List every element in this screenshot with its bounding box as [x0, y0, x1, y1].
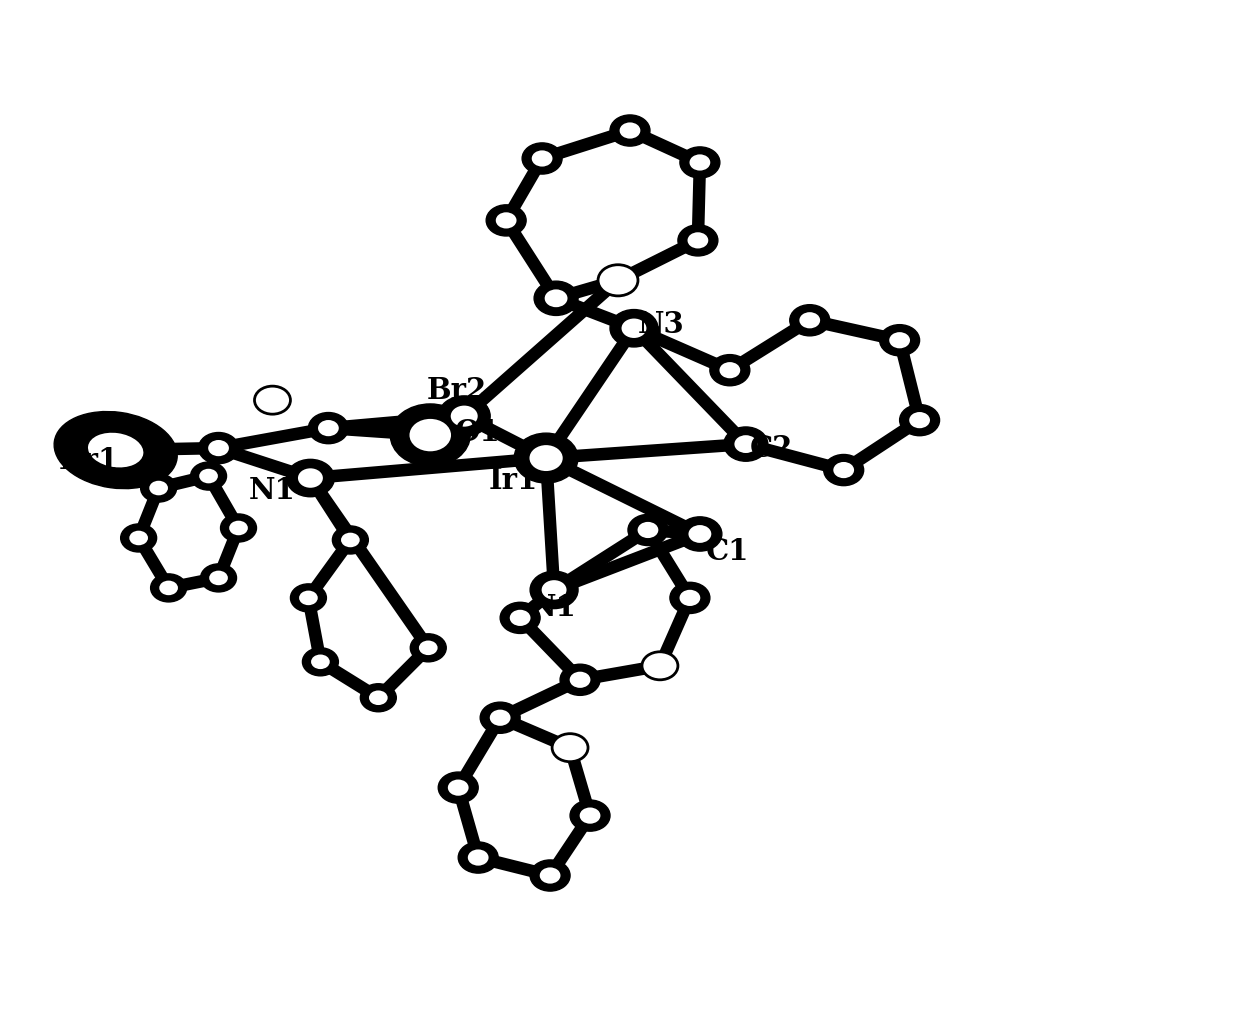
Ellipse shape — [198, 432, 238, 464]
Ellipse shape — [140, 474, 176, 502]
Ellipse shape — [879, 325, 920, 356]
Ellipse shape — [790, 305, 830, 335]
Ellipse shape — [311, 654, 330, 669]
Ellipse shape — [734, 435, 758, 453]
Ellipse shape — [438, 396, 490, 436]
Ellipse shape — [833, 462, 854, 478]
Ellipse shape — [620, 122, 640, 139]
Ellipse shape — [539, 867, 560, 884]
Ellipse shape — [450, 405, 477, 427]
Ellipse shape — [510, 610, 531, 626]
Ellipse shape — [290, 583, 326, 612]
Ellipse shape — [515, 433, 578, 483]
Ellipse shape — [480, 702, 520, 734]
Ellipse shape — [642, 651, 678, 680]
Ellipse shape — [500, 602, 541, 634]
Text: O1: O1 — [455, 418, 501, 447]
Ellipse shape — [531, 860, 570, 891]
Ellipse shape — [496, 212, 517, 228]
Ellipse shape — [610, 310, 658, 347]
Text: C1: C1 — [706, 537, 749, 566]
Text: Br2: Br2 — [427, 376, 486, 404]
Ellipse shape — [909, 412, 930, 428]
Ellipse shape — [490, 710, 511, 725]
Ellipse shape — [317, 420, 339, 436]
Ellipse shape — [579, 808, 600, 823]
Text: N3: N3 — [637, 310, 684, 339]
Ellipse shape — [522, 143, 562, 174]
Ellipse shape — [544, 289, 568, 308]
Ellipse shape — [542, 580, 567, 600]
Ellipse shape — [55, 412, 177, 489]
Ellipse shape — [120, 524, 156, 552]
Ellipse shape — [201, 564, 237, 592]
Ellipse shape — [621, 319, 646, 338]
Ellipse shape — [341, 533, 360, 547]
Ellipse shape — [410, 634, 446, 662]
Ellipse shape — [303, 648, 339, 676]
Ellipse shape — [689, 154, 711, 171]
Ellipse shape — [200, 469, 218, 484]
Ellipse shape — [680, 590, 701, 606]
Ellipse shape — [150, 574, 186, 602]
Ellipse shape — [800, 312, 820, 328]
Ellipse shape — [900, 404, 940, 435]
Ellipse shape — [529, 446, 563, 471]
Ellipse shape — [724, 427, 768, 461]
Ellipse shape — [467, 849, 489, 865]
Ellipse shape — [221, 513, 257, 542]
Ellipse shape — [448, 780, 469, 795]
Ellipse shape — [361, 683, 397, 712]
Ellipse shape — [299, 591, 317, 605]
Ellipse shape — [254, 386, 290, 415]
Ellipse shape — [332, 526, 368, 554]
Ellipse shape — [159, 580, 179, 595]
Ellipse shape — [570, 800, 610, 831]
Ellipse shape — [610, 115, 650, 146]
Ellipse shape — [598, 264, 637, 296]
Ellipse shape — [552, 734, 588, 761]
Ellipse shape — [687, 233, 708, 248]
Text: N1: N1 — [531, 594, 577, 623]
Ellipse shape — [88, 433, 144, 467]
Ellipse shape — [889, 332, 910, 349]
Ellipse shape — [569, 672, 590, 687]
Ellipse shape — [370, 690, 388, 705]
Ellipse shape — [419, 640, 438, 655]
Text: C2: C2 — [750, 433, 794, 463]
Ellipse shape — [688, 525, 712, 543]
Ellipse shape — [678, 517, 722, 552]
Ellipse shape — [637, 522, 658, 538]
Ellipse shape — [129, 531, 148, 545]
Text: Ir1: Ir1 — [489, 465, 537, 495]
Ellipse shape — [210, 571, 228, 586]
Ellipse shape — [438, 772, 479, 804]
Text: N1: N1 — [248, 475, 295, 504]
Ellipse shape — [678, 224, 718, 256]
Ellipse shape — [534, 281, 578, 316]
Ellipse shape — [531, 571, 578, 608]
Text: Br1: Br1 — [58, 446, 119, 474]
Ellipse shape — [286, 459, 335, 497]
Ellipse shape — [229, 521, 248, 535]
Ellipse shape — [486, 205, 526, 236]
Ellipse shape — [680, 147, 720, 178]
Ellipse shape — [719, 362, 740, 379]
Ellipse shape — [627, 514, 668, 545]
Ellipse shape — [208, 440, 229, 456]
Ellipse shape — [670, 582, 709, 613]
Ellipse shape — [459, 842, 498, 874]
Ellipse shape — [391, 404, 470, 466]
Ellipse shape — [409, 419, 451, 452]
Ellipse shape — [532, 150, 553, 167]
Ellipse shape — [560, 664, 600, 696]
Ellipse shape — [709, 355, 750, 386]
Ellipse shape — [309, 413, 348, 443]
Ellipse shape — [823, 455, 864, 486]
Ellipse shape — [149, 481, 167, 495]
Ellipse shape — [298, 468, 322, 488]
Ellipse shape — [191, 462, 227, 490]
